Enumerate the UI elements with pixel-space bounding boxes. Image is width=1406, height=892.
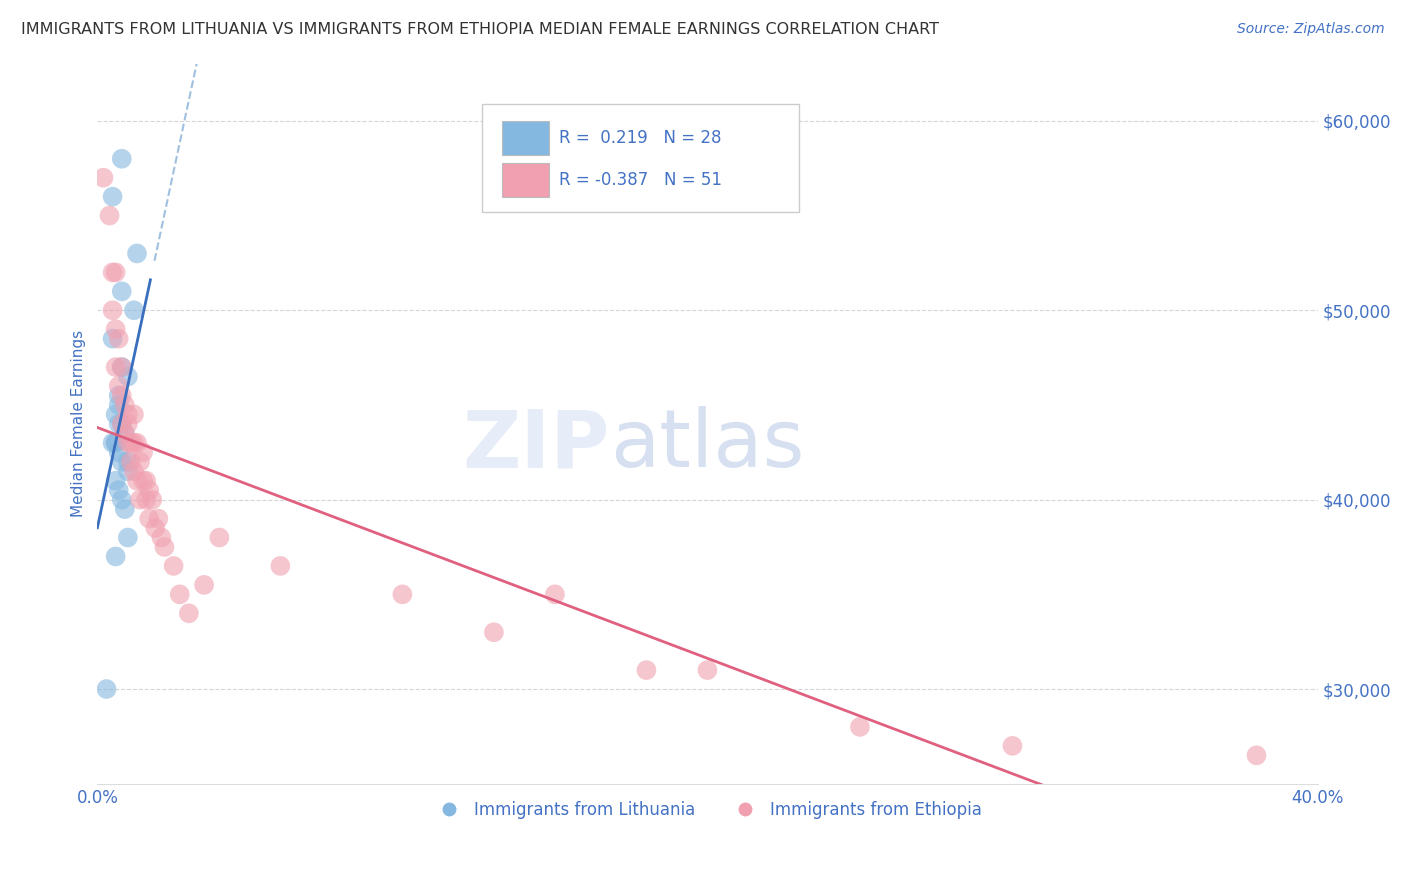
- Point: [114, 502, 136, 516]
- Point: [122, 303, 145, 318]
- FancyBboxPatch shape: [482, 103, 799, 211]
- Point: [132, 474, 155, 488]
- Point: [193, 578, 215, 592]
- Point: [101, 435, 124, 450]
- Point: [111, 388, 134, 402]
- Point: [849, 720, 872, 734]
- Point: [129, 492, 152, 507]
- Y-axis label: Median Female Earnings: Median Female Earnings: [72, 330, 86, 517]
- Point: [96, 681, 118, 696]
- Point: [141, 492, 163, 507]
- Point: [208, 531, 231, 545]
- Point: [117, 435, 139, 450]
- Text: R = -0.387   N = 51: R = -0.387 N = 51: [558, 171, 721, 189]
- Point: [107, 445, 129, 459]
- FancyBboxPatch shape: [502, 162, 548, 197]
- Point: [111, 152, 134, 166]
- Point: [117, 531, 139, 545]
- Point: [135, 474, 157, 488]
- Point: [107, 398, 129, 412]
- Point: [107, 388, 129, 402]
- Point: [153, 540, 176, 554]
- Point: [101, 303, 124, 318]
- Legend: Immigrants from Lithuania, Immigrants from Ethiopia: Immigrants from Lithuania, Immigrants fr…: [426, 795, 988, 826]
- Point: [104, 474, 127, 488]
- Point: [122, 464, 145, 478]
- Point: [107, 332, 129, 346]
- Point: [120, 435, 142, 450]
- Point: [104, 322, 127, 336]
- Point: [138, 511, 160, 525]
- Point: [104, 435, 127, 450]
- Point: [104, 360, 127, 375]
- Point: [162, 558, 184, 573]
- Point: [544, 587, 567, 601]
- Point: [169, 587, 191, 601]
- Point: [391, 587, 413, 601]
- Point: [107, 417, 129, 431]
- Point: [114, 426, 136, 441]
- Point: [117, 455, 139, 469]
- Point: [122, 408, 145, 422]
- Point: [150, 531, 173, 545]
- Point: [120, 455, 142, 469]
- Point: [482, 625, 505, 640]
- Point: [107, 379, 129, 393]
- Point: [101, 332, 124, 346]
- Point: [122, 435, 145, 450]
- Point: [111, 360, 134, 375]
- Point: [135, 492, 157, 507]
- Point: [125, 474, 148, 488]
- Point: [148, 511, 170, 525]
- Point: [111, 285, 134, 299]
- Point: [117, 369, 139, 384]
- Point: [104, 435, 127, 450]
- Point: [101, 189, 124, 203]
- Point: [107, 483, 129, 498]
- Point: [1246, 748, 1268, 763]
- Point: [132, 445, 155, 459]
- Point: [129, 455, 152, 469]
- FancyBboxPatch shape: [502, 121, 548, 155]
- Point: [125, 435, 148, 450]
- Point: [636, 663, 658, 677]
- Point: [111, 417, 134, 431]
- Point: [111, 360, 134, 375]
- Point: [104, 408, 127, 422]
- Point: [104, 549, 127, 564]
- Point: [98, 209, 121, 223]
- Point: [138, 483, 160, 498]
- Point: [177, 607, 200, 621]
- Point: [101, 265, 124, 279]
- Point: [111, 492, 134, 507]
- Point: [104, 265, 127, 279]
- Point: [93, 170, 115, 185]
- Point: [114, 398, 136, 412]
- Point: [111, 417, 134, 431]
- Point: [111, 455, 134, 469]
- Text: IMMIGRANTS FROM LITHUANIA VS IMMIGRANTS FROM ETHIOPIA MEDIAN FEMALE EARNINGS COR: IMMIGRANTS FROM LITHUANIA VS IMMIGRANTS …: [21, 22, 939, 37]
- Text: Source: ZipAtlas.com: Source: ZipAtlas.com: [1237, 22, 1385, 37]
- Point: [114, 426, 136, 441]
- Text: ZIP: ZIP: [463, 407, 610, 484]
- Point: [143, 521, 166, 535]
- Point: [117, 464, 139, 478]
- Point: [117, 408, 139, 422]
- Text: atlas: atlas: [610, 407, 804, 484]
- Point: [117, 417, 139, 431]
- Point: [125, 246, 148, 260]
- Point: [696, 663, 718, 677]
- Point: [1001, 739, 1024, 753]
- Text: R =  0.219   N = 28: R = 0.219 N = 28: [558, 129, 721, 147]
- Point: [269, 558, 291, 573]
